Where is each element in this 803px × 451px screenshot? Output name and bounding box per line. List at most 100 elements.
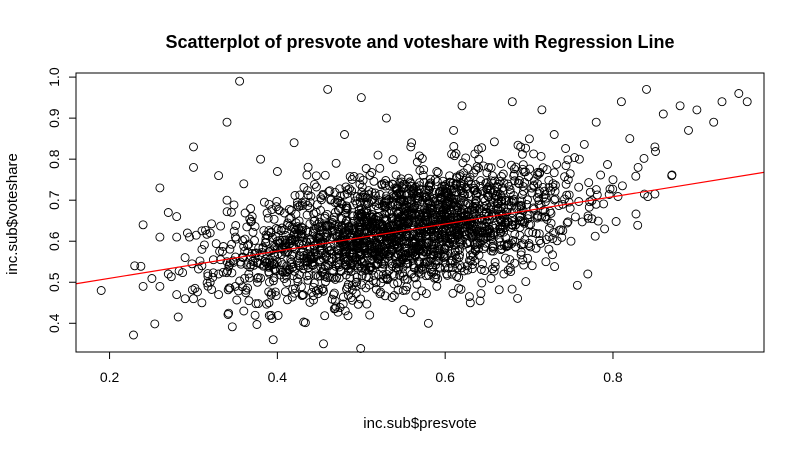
- scatter-point: [590, 231, 600, 241]
- scatter-point: [331, 302, 341, 312]
- scatter-point: [379, 198, 389, 208]
- scatter-point: [518, 164, 528, 174]
- scatter-point: [380, 202, 390, 212]
- scatter-point: [449, 125, 459, 135]
- scatter-point: [414, 240, 424, 250]
- scatter-point: [261, 234, 271, 244]
- scatter-point: [445, 216, 455, 226]
- scatter-point: [440, 244, 450, 254]
- scatter-point: [347, 211, 357, 221]
- scatter-point: [422, 199, 432, 209]
- scatter-point: [363, 248, 373, 258]
- scatter-point: [417, 286, 427, 296]
- scatter-point: [415, 151, 424, 161]
- scatter-point: [461, 173, 471, 183]
- scatter-point: [264, 268, 274, 278]
- scatter-point: [405, 177, 415, 187]
- scatter-point: [409, 208, 419, 218]
- scatter-point: [356, 280, 366, 290]
- scatter-point: [224, 308, 234, 318]
- scatter-point: [734, 89, 744, 98]
- scatter-point: [631, 209, 641, 219]
- scatter-point: [593, 216, 603, 226]
- scatter-point: [463, 265, 473, 275]
- scatter-point: [402, 228, 411, 238]
- scatter-point: [513, 140, 523, 150]
- scatter-point: [356, 294, 366, 304]
- scatter-point: [541, 212, 551, 222]
- scatter-point: [552, 236, 562, 246]
- scatter-point: [430, 187, 440, 197]
- chart-title: Scatterplot of presvote and voteshare wi…: [165, 32, 674, 52]
- scatter-point: [346, 293, 356, 303]
- scatter-point: [316, 238, 325, 248]
- scatter-point: [290, 283, 300, 293]
- scatter-point: [481, 238, 491, 248]
- scatter-point: [460, 227, 470, 237]
- scatter-point: [375, 227, 385, 237]
- scatter-point: [471, 191, 481, 201]
- scatter-point: [271, 266, 281, 276]
- scatter-point: [254, 243, 264, 253]
- scatter-point: [527, 183, 537, 193]
- scatter-point: [280, 239, 290, 249]
- scatter-point: [214, 290, 224, 300]
- scatter-point: [509, 169, 519, 179]
- scatter-point: [223, 310, 233, 319]
- scatter-point: [633, 220, 643, 230]
- scatter-point: [492, 182, 502, 192]
- scatter-point: [452, 173, 462, 183]
- scatter-point: [195, 256, 205, 266]
- scatter-point: [651, 147, 660, 156]
- scatter-point: [227, 239, 237, 249]
- scatter-point: [519, 186, 528, 196]
- scatter-point: [550, 180, 560, 190]
- scatter-point: [452, 206, 462, 215]
- scatter-point: [513, 293, 523, 303]
- scatter-point: [564, 190, 574, 200]
- scatter-point: [502, 207, 512, 217]
- scatter-point: [352, 272, 362, 282]
- scatter-point: [534, 189, 544, 199]
- scatter-point: [394, 208, 404, 218]
- scatter-point: [251, 299, 261, 309]
- scatter-point: [407, 138, 417, 148]
- scatter-point: [292, 197, 302, 207]
- scatter-point: [537, 212, 547, 222]
- scatter-point: [425, 179, 435, 189]
- y-tick-label: 1.0: [46, 67, 62, 87]
- scatter-point: [329, 290, 338, 300]
- scatter-point: [480, 241, 490, 251]
- scatter-point: [381, 236, 391, 246]
- scatter-point: [246, 217, 256, 227]
- scatter-point: [384, 251, 394, 261]
- scatter-point: [482, 178, 492, 188]
- scatter-point: [362, 299, 372, 309]
- scatter-point: [497, 183, 507, 193]
- scatter-point: [426, 174, 435, 184]
- scatter-point: [510, 229, 520, 239]
- scatter-point: [456, 284, 466, 294]
- scatter-point: [243, 241, 253, 250]
- scatter-point: [261, 237, 271, 247]
- scatter-point: [507, 284, 517, 294]
- scatter-point: [407, 182, 417, 191]
- scatter-point: [650, 142, 660, 152]
- scatter-point: [476, 176, 486, 186]
- scatter-point: [611, 217, 621, 226]
- scatter-point: [509, 194, 519, 204]
- scatter-point: [548, 250, 557, 260]
- x-tick-label: 0.8: [603, 369, 623, 385]
- scatter-point: [189, 162, 198, 172]
- scatter-point: [308, 282, 318, 292]
- scatter-point: [327, 254, 337, 263]
- scatter-point: [451, 149, 461, 158]
- scatter-point: [357, 209, 367, 219]
- scatter-point: [263, 213, 273, 223]
- scatter-point: [253, 299, 263, 309]
- scatter-point: [533, 179, 542, 189]
- scatter-point: [506, 267, 516, 277]
- scatter-point: [180, 253, 190, 263]
- scatter-point: [478, 161, 488, 171]
- scatter-point: [311, 171, 321, 181]
